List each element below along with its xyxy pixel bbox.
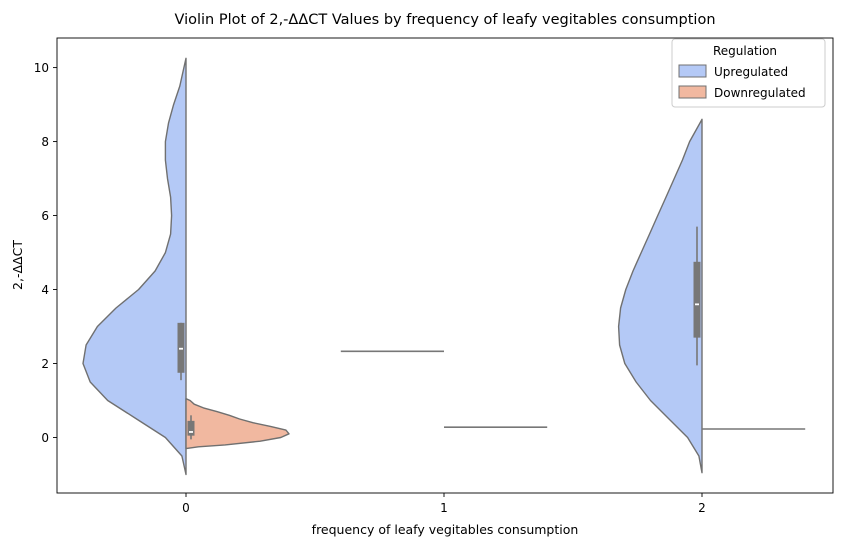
chart-title: Violin Plot of 2,-ΔΔCT Values by frequen… — [174, 12, 715, 28]
iqr-box-upregulated-2 — [693, 261, 701, 338]
legend-label-upregulated: Upregulated — [714, 65, 788, 79]
x-axis: 0 1 2 — [182, 493, 706, 515]
legend-box — [671, 38, 826, 108]
iqr-box-upregulated-0 — [177, 322, 185, 373]
y-tick-label: 2 — [41, 357, 49, 371]
y-axis-label: 2,-ΔΔCT — [10, 240, 25, 290]
legend: Regulation Upregulated Downregulated — [671, 38, 826, 108]
x-tick-label: 0 — [182, 501, 190, 515]
legend-title: Regulation — [713, 44, 777, 58]
x-axis-label: frequency of leafy vegitables consumptio… — [312, 522, 579, 537]
violin-marks — [82, 57, 806, 476]
y-tick-label: 0 — [41, 431, 49, 445]
y-axis: 0 2 4 6 8 10 — [34, 61, 57, 445]
violin-downregulated-0 — [185, 397, 290, 450]
y-tick-label: 10 — [34, 61, 49, 75]
y-tick-label: 4 — [41, 283, 49, 297]
legend-label-downregulated: Downregulated — [714, 86, 806, 100]
plot-frame — [56, 37, 834, 494]
legend-swatch-upregulated — [678, 64, 707, 78]
y-tick-label: 8 — [41, 135, 49, 149]
violin-upregulated-2 — [617, 118, 703, 474]
x-tick-label: 1 — [440, 501, 448, 515]
y-tick-label: 6 — [41, 209, 49, 223]
violin-upregulated-0 — [82, 57, 187, 476]
x-tick-label: 2 — [698, 501, 706, 515]
legend-swatch-downregulated — [678, 85, 707, 99]
iqr-box-downregulated-0 — [187, 420, 195, 436]
